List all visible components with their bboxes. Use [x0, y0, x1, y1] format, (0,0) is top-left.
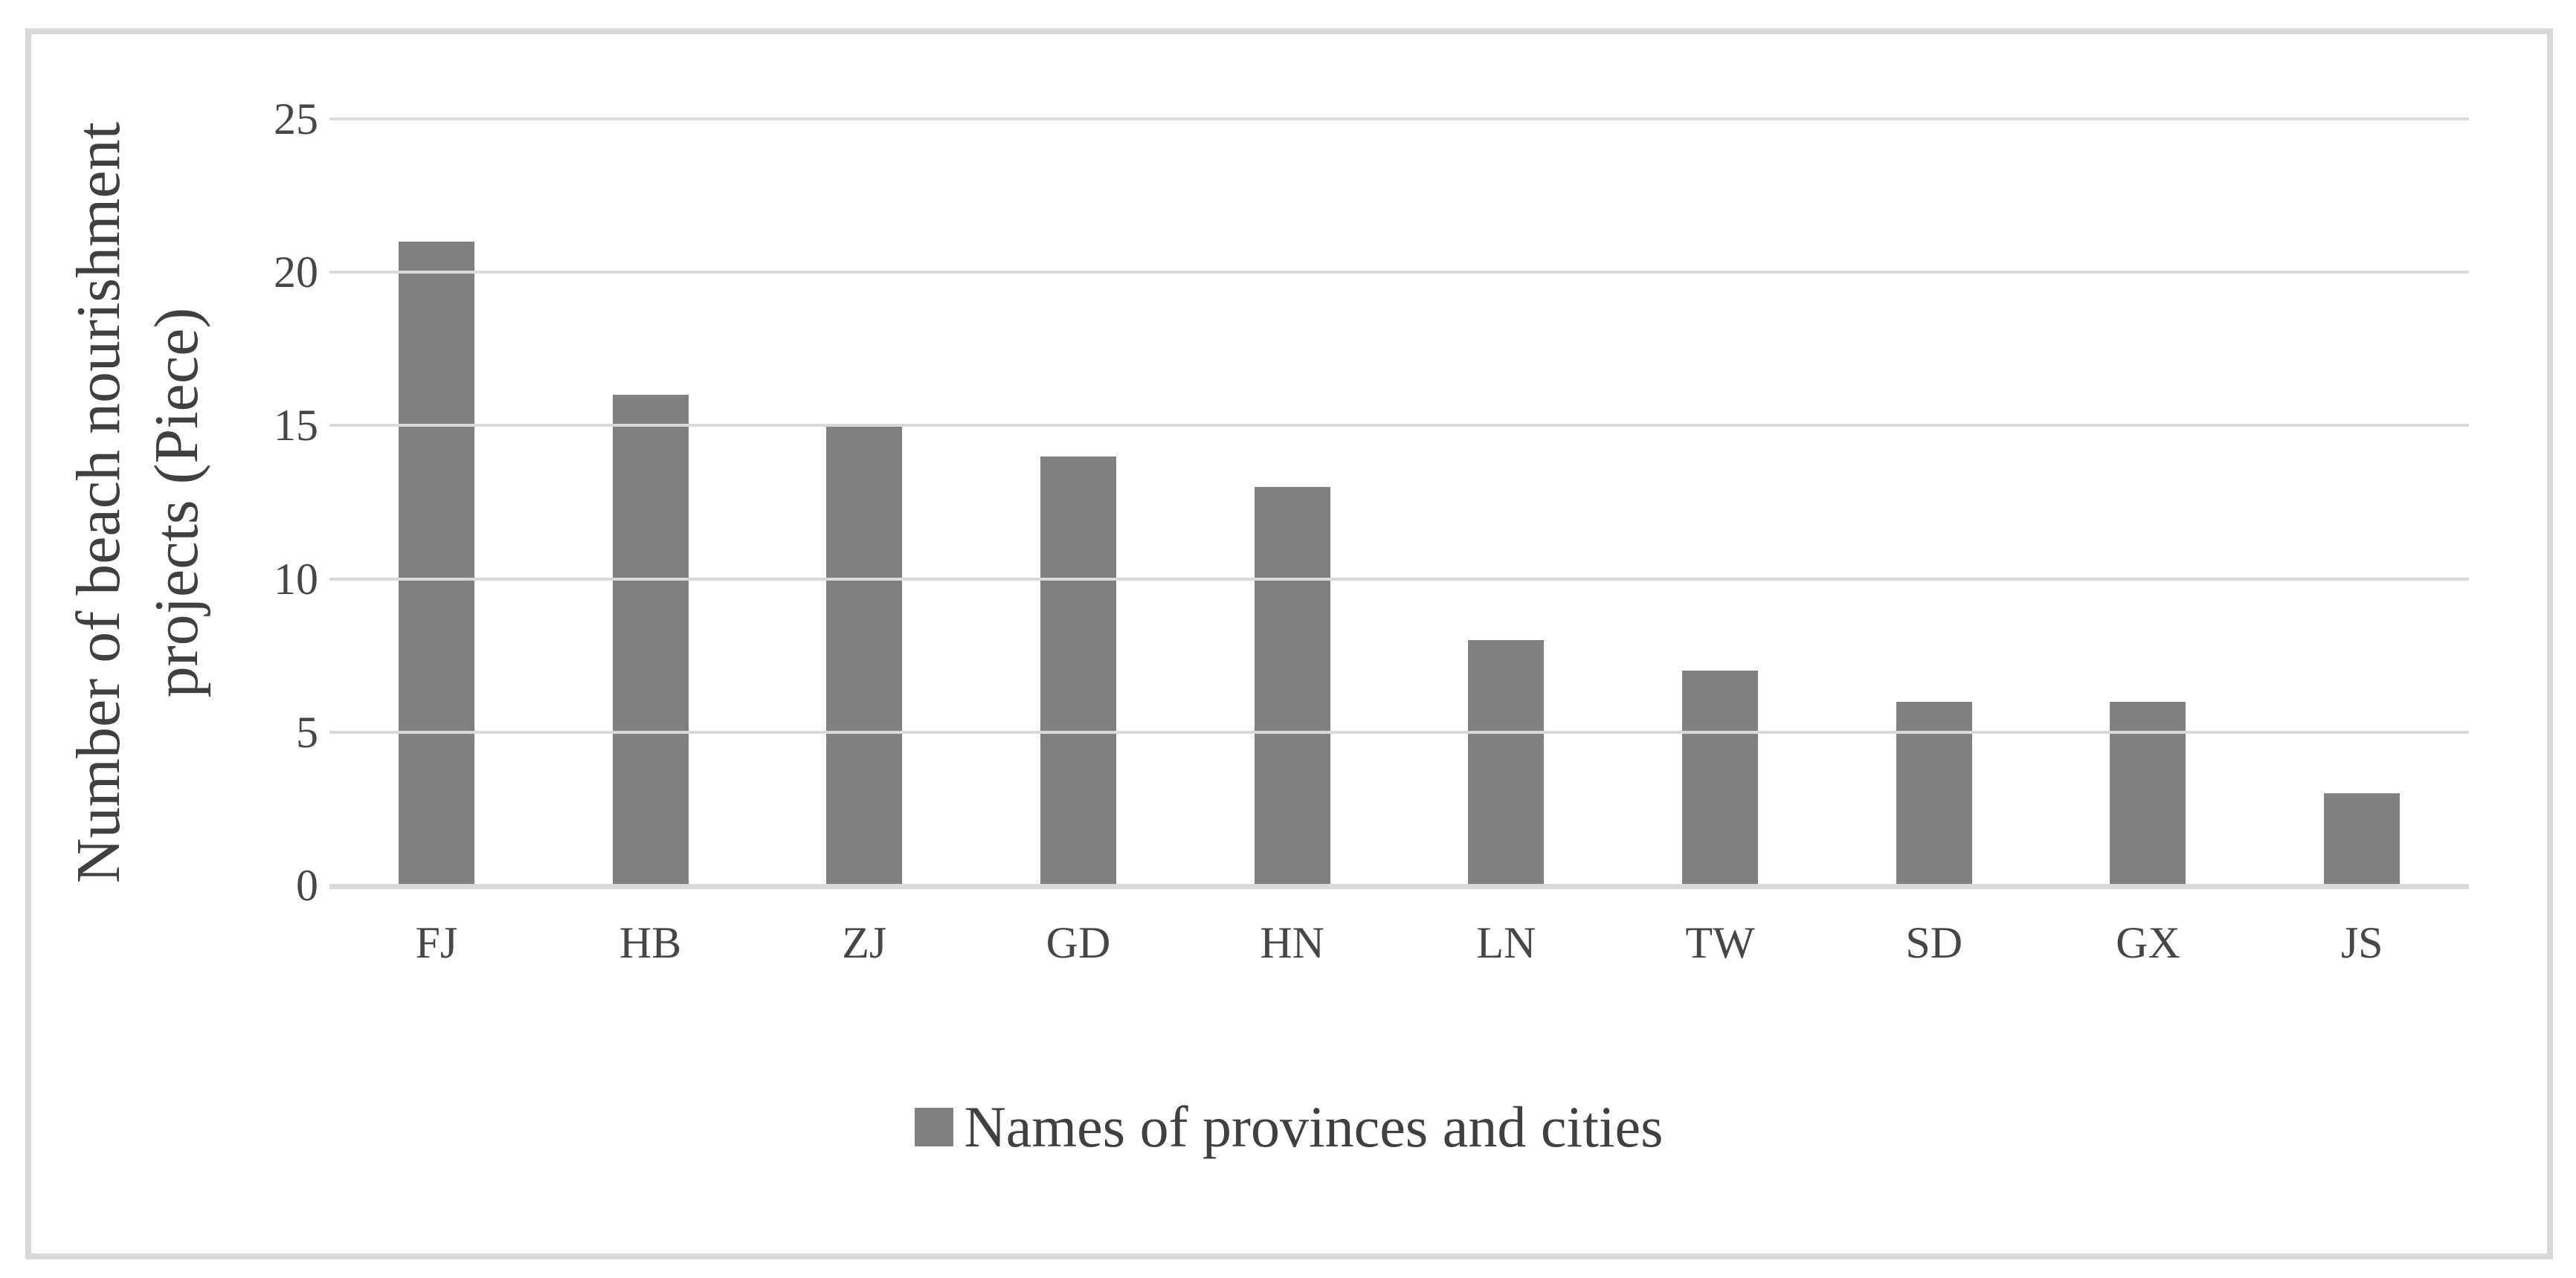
y-tick-label: 20 [274, 248, 318, 297]
legend: Names of provinces and cities [31, 1093, 2547, 1161]
bar-series [329, 119, 2469, 885]
gridline [329, 577, 2469, 581]
bar-TW [1682, 671, 1759, 885]
x-axis-category-labels: FJ HB ZJ GD HN LN TW SD GX JS [329, 914, 2469, 971]
x-category-label: TW [1685, 918, 1755, 967]
gridline [329, 424, 2469, 427]
x-category-label: HN [1260, 918, 1324, 967]
y-tick-label: 15 [274, 401, 318, 451]
y-tick-label: 25 [274, 94, 318, 143]
bar-HN [1254, 486, 1330, 885]
x-category-label: SD [1905, 918, 1963, 967]
bar-slot [971, 119, 1185, 885]
bar-slot [2255, 119, 2469, 885]
bar-LN [1468, 640, 1545, 885]
gridline [329, 730, 2469, 734]
bar-GD [1040, 456, 1116, 885]
gridline [329, 117, 2469, 120]
bar-slot [1185, 119, 1400, 885]
x-category-label: ZJ [842, 918, 887, 967]
y-axis-title-line-1: Number of beach nourishment [64, 121, 133, 884]
x-category-label: FJ [415, 918, 458, 967]
y-axis-title: Number of beach nourishment projects (Pi… [59, 122, 216, 883]
bar-slot [544, 119, 758, 885]
bar-slot [1827, 119, 2041, 885]
y-tick-label: 10 [274, 554, 318, 604]
legend-marker-icon [915, 1108, 954, 1146]
x-category-label: LN [1476, 918, 1536, 967]
bar-JS [2324, 793, 2400, 885]
bar-GX [2110, 701, 2186, 885]
x-category-label: HB [619, 918, 682, 967]
bar-FJ [398, 241, 474, 885]
x-category-label: JS [2340, 918, 2383, 967]
plot-area [329, 117, 2469, 889]
legend-label: Names of provinces and cities [964, 1094, 1664, 1159]
y-tick-label: 5 [296, 707, 318, 757]
bar-ZJ [826, 425, 903, 885]
bar-slot [1400, 119, 1614, 885]
bar-HB [612, 395, 689, 885]
chart-frame: Number of beach nourishment projects (Pi… [25, 28, 2553, 1259]
x-axis-line [329, 884, 2469, 889]
bar-slot [2041, 119, 2255, 885]
y-axis-title-line-2: projects (Piece) [142, 307, 211, 698]
bar-slot [1613, 119, 1827, 885]
gridline [329, 271, 2469, 274]
x-category-label: GD [1046, 918, 1111, 967]
bar-slot [329, 119, 544, 885]
x-category-label: GX [2116, 918, 2180, 967]
y-tick-label: 0 [296, 861, 318, 910]
bar-slot [757, 119, 971, 885]
bar-SD [1896, 701, 1972, 885]
